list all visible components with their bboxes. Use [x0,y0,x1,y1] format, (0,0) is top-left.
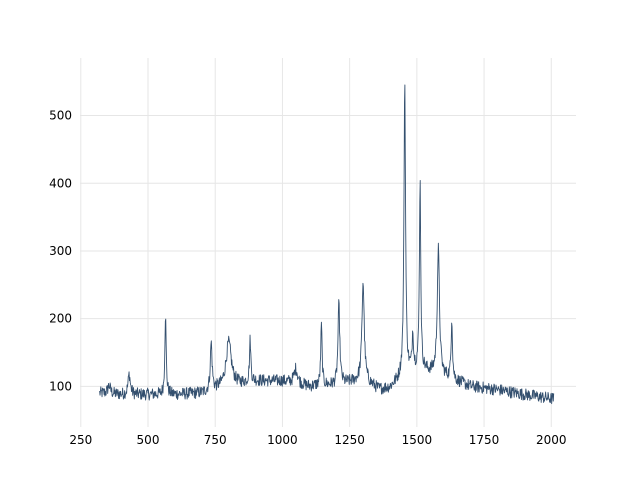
y-tick-label: 400 [49,176,72,190]
spectrum-line [99,84,555,405]
y-tick-label: 500 [49,109,72,123]
x-tick-label: 1250 [334,433,365,447]
x-tick-label: 1000 [267,433,298,447]
y-tick-label: 200 [49,312,72,326]
x-tick-label: 750 [204,433,227,447]
y-tick-label: 100 [49,379,72,393]
grid [80,58,576,427]
x-tick-label: 250 [69,433,92,447]
tick-labels: 250 500 750 1000 1250 1500 1750 2000 100 200 300 40… [49,109,566,447]
y-tick-label: 300 [49,244,72,258]
x-tick-label: 2000 [536,433,567,447]
x-tick-label: 1750 [469,433,500,447]
x-tick-label: 1500 [402,433,433,447]
x-tick-label: 500 [137,433,160,447]
series-group [99,84,555,405]
